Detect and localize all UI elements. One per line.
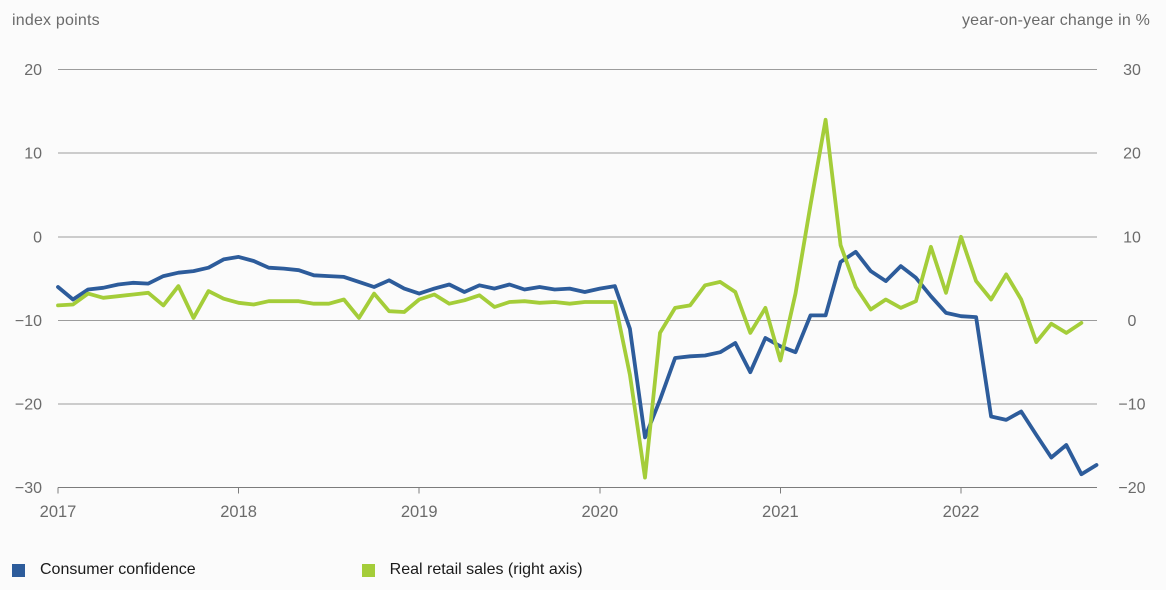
consumer-confidence-swatch [12, 563, 25, 577]
plot-area: 20 30 10 20 0 10 −10 0 −20 −10 −30 −20 2017 2018 2019 2… [15, 62, 1146, 521]
x-tick-label: 2019 [401, 503, 438, 521]
left-axis-tick-label: 10 [24, 146, 42, 163]
legend: Consumer confidence Real retail sales (r… [12, 561, 583, 579]
legend-label: Real retail sales (right axis) [389, 561, 583, 578]
left-axis-title: index points [12, 12, 100, 29]
right-axis-tick-label: 0 [1128, 313, 1137, 330]
x-tick-label: 2022 [943, 503, 980, 521]
right-axis-tick-label: −20 [1118, 480, 1145, 497]
right-axis-tick-label: 10 [1123, 229, 1141, 246]
series-line-real-retail-sales [56, 117, 1084, 480]
left-axis-tick-label: 20 [24, 62, 42, 79]
series-line-consumer-confidence [56, 249, 1099, 477]
legend-item-consumer-confidence: Consumer confidence [12, 561, 196, 579]
right-axis-tick-label: −10 [1118, 397, 1145, 414]
left-axis-tick-label: −30 [15, 480, 42, 497]
right-axis-tick-label: 30 [1123, 62, 1141, 79]
legend-item-real-retail-sales: Real retail sales (right axis) [361, 561, 583, 579]
x-tick-label: 2021 [762, 503, 799, 521]
left-axis-tick-label: 0 [33, 229, 42, 246]
legend-label: Consumer confidence [40, 561, 196, 578]
left-axis-tick-label: −20 [15, 397, 42, 414]
x-tick-label: 2017 [40, 503, 77, 521]
x-tick-label: 2018 [220, 503, 257, 521]
right-axis-title: year-on-year change in % [961, 12, 1150, 29]
right-axis-tick-label: 20 [1123, 146, 1141, 163]
left-axis-tick-label: −10 [15, 313, 42, 330]
x-tick-label: 2020 [581, 503, 618, 521]
retail-sales-swatch [361, 563, 375, 577]
